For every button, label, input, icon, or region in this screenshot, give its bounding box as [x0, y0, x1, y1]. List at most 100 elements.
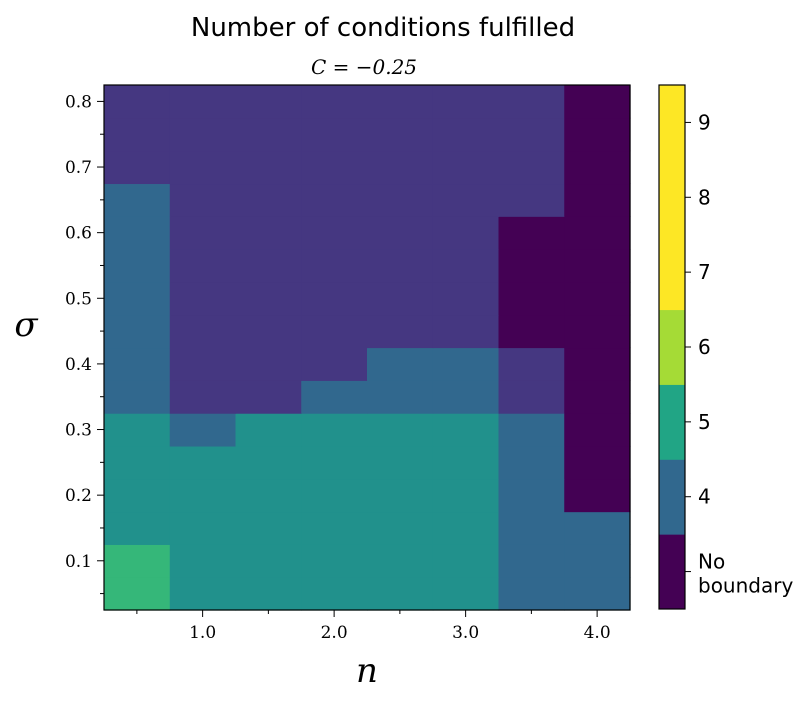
heatmap-cell	[367, 281, 434, 316]
heatmap-cell	[432, 511, 500, 545]
heatmap-cell	[104, 281, 171, 316]
heatmap-cell	[367, 249, 434, 283]
heatmap-cell	[564, 314, 631, 349]
heatmap-cell	[367, 117, 434, 152]
heatmap-cell	[498, 249, 565, 283]
heatmap-cell	[367, 216, 434, 250]
x-axis-ticks: 1.0 2.0 3.0 4.0	[136, 610, 611, 643]
heatmap-cell	[235, 347, 302, 381]
chart-subtitle: C = −0.25	[311, 55, 417, 79]
heatmap-cell	[235, 249, 302, 283]
heatmap-cell	[104, 117, 171, 152]
heatmap-cell	[367, 150, 434, 185]
y-tick-label: 0.1	[65, 552, 92, 572]
heatmap-cell	[301, 249, 368, 283]
heatmap-cell	[235, 150, 302, 185]
heatmap-cell	[235, 544, 302, 578]
heatmap-cell	[367, 511, 434, 545]
heatmap-cell	[169, 249, 237, 283]
heatmap-cell	[104, 347, 171, 381]
heatmap-cell	[432, 314, 500, 349]
heatmap-cell	[432, 150, 500, 185]
heatmap-cell	[564, 413, 631, 447]
heatmap-cell	[564, 216, 631, 250]
heatmap-cell	[104, 249, 171, 283]
heatmap-cell	[301, 445, 368, 480]
heatmap-cell	[498, 478, 565, 513]
colorbar-tick-label: 9	[698, 110, 711, 134]
heatmap-cell	[169, 85, 237, 119]
colorbar-tick-label: 4	[698, 485, 711, 509]
heatmap-cell	[301, 314, 368, 349]
heatmap-cell	[104, 380, 171, 414]
y-tick-label: 0.5	[65, 289, 92, 309]
heatmap-cell	[169, 347, 237, 381]
heatmap-cell	[169, 117, 237, 152]
heatmap-cell	[367, 347, 434, 381]
y-tick-label: 0.8	[65, 92, 92, 112]
heatmap-cell	[367, 183, 434, 217]
heatmap-cell	[235, 413, 302, 447]
heatmap-cell	[169, 445, 237, 480]
heatmap-cell	[235, 445, 302, 480]
heatmap-cell	[432, 117, 500, 152]
heatmap-cell	[169, 478, 237, 513]
heatmap-cell	[104, 183, 171, 217]
heatmap-cell	[169, 216, 237, 250]
heatmap-cell	[564, 511, 631, 545]
heatmap-cell	[498, 380, 565, 414]
y-tick-label: 0.3	[65, 421, 92, 441]
heatmap-cell	[301, 347, 368, 381]
heatmap-cell	[104, 413, 171, 447]
heatmap-cell	[301, 478, 368, 513]
heatmap-cell	[169, 281, 237, 316]
heatmap-cell	[104, 150, 171, 185]
heatmap-cell	[498, 183, 565, 217]
heatmap-cell	[301, 544, 368, 578]
heatmap-cell	[235, 478, 302, 513]
heatmap-cell	[498, 511, 565, 545]
heatmap-cell	[169, 314, 237, 349]
y-axis-label: σ	[14, 305, 38, 345]
heatmap-cell	[104, 445, 171, 480]
heatmap-cell	[104, 478, 171, 513]
heatmap-cell	[367, 413, 434, 447]
y-tick-label: 0.2	[65, 486, 92, 506]
heatmap-cell	[235, 511, 302, 545]
heatmap-cell	[564, 347, 631, 381]
heatmap-cell	[235, 216, 302, 250]
heatmap-cell	[498, 413, 565, 447]
y-tick-label: 0.7	[65, 158, 92, 178]
heatmap-cell	[301, 85, 368, 119]
heatmap-cell	[432, 183, 500, 217]
heatmap-cell	[301, 117, 368, 152]
heatmap-cell	[169, 511, 237, 545]
heatmap-cell	[432, 216, 500, 250]
heatmap-cell	[498, 216, 565, 250]
heatmap-cell	[498, 445, 565, 480]
heatmap-cell	[104, 216, 171, 250]
heatmap-cell	[564, 544, 631, 578]
heatmap-cell	[104, 511, 171, 545]
y-axis-ticks: 0.1 0.2 0.3 0.4 0.5 0.6 0.7 0.8	[65, 92, 104, 595]
y-tick-label: 0.6	[65, 224, 92, 244]
heatmap-cell	[301, 281, 368, 316]
x-axis-label: n	[356, 651, 378, 691]
heatmap-cell	[235, 85, 302, 119]
heatmap-cell	[432, 445, 500, 480]
heatmap-cell	[367, 314, 434, 349]
heatmap-cell	[498, 150, 565, 185]
heatmap-cell	[432, 380, 500, 414]
heatmap-cell	[301, 577, 368, 611]
heatmap-cell	[367, 445, 434, 480]
heatmap-cell	[367, 380, 434, 414]
heatmap-cell	[498, 117, 565, 152]
heatmap-cell	[367, 577, 434, 611]
colorbar-segment	[659, 459, 685, 535]
heatmap-cell	[301, 380, 368, 414]
colorbar-segment	[659, 309, 685, 385]
heatmap-cell	[301, 511, 368, 545]
heatmap-cell	[432, 347, 500, 381]
heatmap-cell	[367, 544, 434, 578]
